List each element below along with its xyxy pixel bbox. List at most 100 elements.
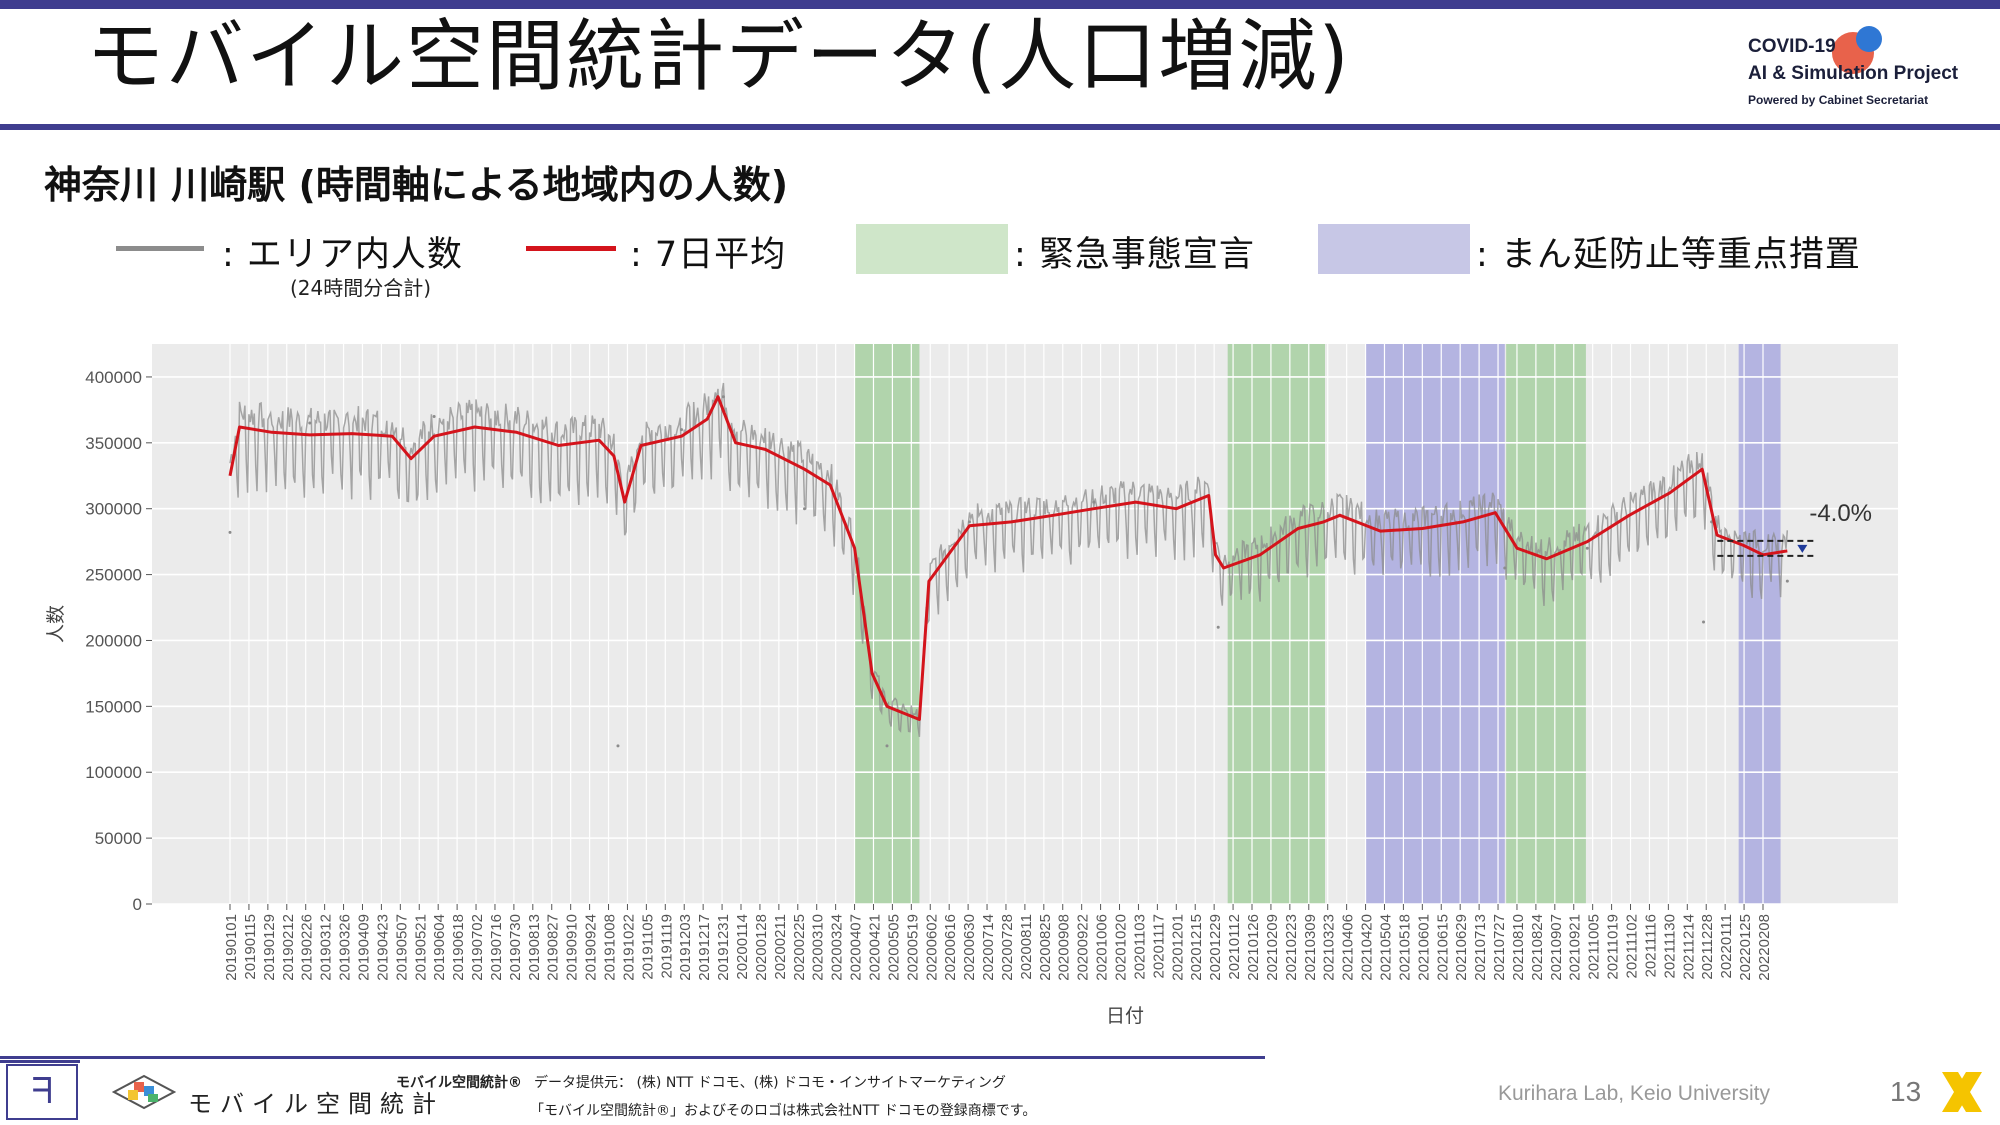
x-tick-label: 20190312: [318, 914, 335, 981]
legend-emergency-swatch: [856, 224, 1008, 274]
y-tick-label: 150000: [85, 697, 142, 716]
x-tick-label: 20210309: [1302, 914, 1319, 981]
daily-point: [1092, 500, 1096, 504]
x-tick-label: 20200211: [772, 914, 789, 980]
x-tick-label: 20201006: [1094, 914, 1111, 981]
x-tick-label: 20211102: [1624, 914, 1641, 979]
legend-emergency-label: : 緊急事態宣言: [1014, 235, 1255, 275]
x-tick-label: 20210209: [1264, 914, 1281, 981]
y-tick-label: 0: [133, 895, 142, 914]
y-tick-label: 300000: [85, 500, 142, 519]
daily-point: [432, 414, 436, 418]
x-tick-label: 20200505: [885, 914, 902, 981]
population-chart: 0 50000 100000 150000 200000 250000 300000 3500…: [45, 344, 1898, 1027]
x-tick-label: 20210420: [1359, 914, 1376, 981]
x-tick-label: 20190910: [564, 914, 581, 981]
legend-priority-label: : まん延防止等重点措置: [1476, 235, 1861, 275]
x-tick-label: 20200324: [829, 914, 846, 981]
daily-point: [1503, 566, 1507, 570]
x-tick-label: 20200602: [923, 914, 940, 981]
x-tick-label: 20210126: [1245, 914, 1262, 981]
daily-point: [1785, 579, 1789, 583]
footer-divider-secondary: [0, 1060, 80, 1063]
x-tick-label: 20190716: [488, 914, 505, 981]
footer-divider: [0, 1056, 1265, 1059]
page-number: 13: [1890, 1076, 1922, 1107]
x-tick-label: 20200825: [1037, 914, 1054, 981]
x-tick-label: 20210601: [1415, 914, 1432, 981]
x-tick-label: 20190101: [223, 914, 240, 981]
daily-point: [1702, 620, 1706, 624]
x-tick-label: 20210223: [1283, 914, 1300, 981]
x-tick-label: 20210824: [1529, 914, 1546, 981]
x-tick-label: 20201020: [1113, 914, 1130, 981]
logo-line3: Powered by Cabinet Secretariat: [1748, 93, 1929, 107]
x-tick-label: 20190129: [261, 914, 278, 981]
legend-daily-label: : エリア内人数: [222, 235, 463, 275]
daily-point: [967, 520, 971, 524]
x-axis-title: 日付: [1106, 1005, 1144, 1027]
x-tick-label: 20200128: [753, 914, 770, 981]
x-tick-label: 20190730: [507, 914, 524, 981]
lab-logo: ᖷ: [6, 1064, 78, 1120]
y-tick-label: 100000: [85, 763, 142, 782]
x-tick-label: 20190827: [545, 914, 562, 981]
legend-daily-swatch: [116, 246, 204, 251]
daily-point: [721, 395, 725, 399]
footer-brand: モバイル空間統計: [188, 1090, 444, 1118]
x-tick-label: 20211019: [1605, 914, 1622, 980]
daily-point: [308, 421, 312, 425]
x-tick-label: 20211005: [1586, 914, 1603, 980]
x-tick-label: 20210713: [1472, 914, 1489, 981]
y-axis-title: 人数: [45, 605, 67, 643]
daily-point: [680, 428, 684, 432]
x-tick-label: 20190409: [355, 914, 372, 981]
x-tick-label: 20191203: [677, 914, 694, 981]
footer-trademark-label: モバイル空間統計®: [396, 1075, 522, 1091]
x-tick-label: 20191008: [602, 914, 619, 981]
x-tick-label: 20191217: [696, 914, 713, 981]
x-tick-label: 20210323: [1321, 914, 1338, 981]
y-tick-label: 250000: [85, 566, 142, 585]
x-tick-label: 20190115: [242, 914, 259, 980]
y-tick-label: 50000: [95, 829, 142, 848]
legend-avg-swatch: [526, 246, 616, 251]
x-tick-label: 20201117: [1150, 914, 1167, 979]
annotation-label: -4.0%: [1809, 500, 1872, 527]
legend-daily: : エリア内人数: [116, 222, 496, 275]
x-tick-label: 20201201: [1169, 914, 1186, 981]
daily-point: [1216, 625, 1220, 629]
x-tick-label: 20210907: [1548, 914, 1565, 981]
x-tick-label: 20200225: [791, 914, 808, 981]
logo-line1: COVID-19: [1748, 36, 1836, 57]
x-tick-label: 20211116: [1642, 914, 1659, 977]
footer-trademark-note: 「モバイル空間統計®」およびそのロゴは株式会社NTT ドコモの登録商標です。: [530, 1103, 1037, 1119]
x-tick-label: 20200519: [904, 914, 921, 981]
x-tick-label: 20200728: [999, 914, 1016, 981]
x-tick-label: 20210615: [1434, 914, 1451, 981]
footer-data-source: データ提供元： (株) NTT ドコモ、(株) ドコモ・インサイトマーケティング: [534, 1075, 1006, 1091]
band-priority-4: [1738, 344, 1781, 904]
mobile-stats-logo-icon: [112, 1074, 176, 1110]
x-tick-label: 20200908: [1056, 914, 1073, 981]
x-tick-label: 20210518: [1396, 914, 1413, 981]
x-tick-label: 20201229: [1207, 914, 1224, 981]
legend-priority-swatch: [1318, 224, 1470, 274]
x-tick-label: 20210112: [1226, 914, 1243, 980]
x-tick-label: 20190702: [469, 914, 486, 981]
daily-point: [885, 744, 889, 748]
band-emergency-1: [1227, 344, 1325, 904]
x-tick-label: 20200630: [961, 914, 978, 981]
x-tick-label: 20220125: [1737, 914, 1754, 981]
title-divider: [0, 124, 2000, 130]
daily-point: [1585, 546, 1589, 550]
x-tick-label: 20190618: [450, 914, 467, 981]
x-tick-label: 20200922: [1075, 914, 1092, 981]
x-tick-label: 20210629: [1453, 914, 1470, 981]
annotation-down-arrow: [1797, 544, 1808, 553]
x-tick-label: 20190212: [280, 914, 297, 981]
legend-avg: : 7日平均: [526, 222, 826, 275]
x-tick-label: 20200421: [866, 914, 883, 981]
legend-avg-label: : 7日平均: [630, 235, 787, 275]
y-tick-label: 400000: [85, 368, 142, 387]
